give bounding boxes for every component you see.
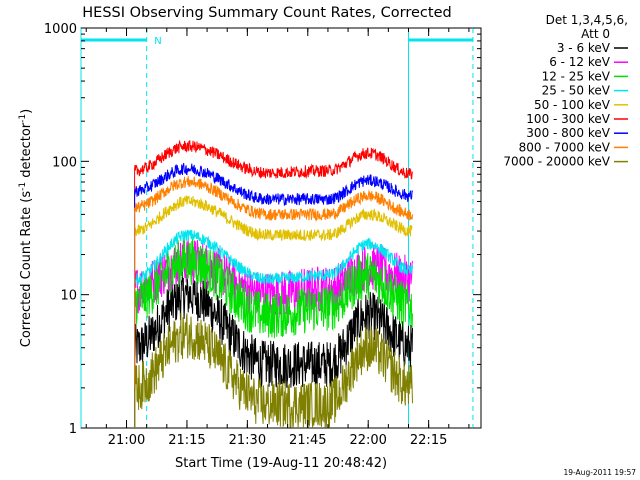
legend-label: 50 - 100 keV xyxy=(534,98,611,112)
series-line xyxy=(134,229,413,428)
series-line xyxy=(134,195,413,428)
x-tick-label: 21:15 xyxy=(168,433,205,448)
legend-label: 25 - 50 keV xyxy=(542,84,611,98)
annotation-n: N xyxy=(154,36,161,47)
legend-label: 7000 - 20000 keV xyxy=(503,155,610,169)
y-tick-label: 10 xyxy=(60,289,77,304)
y-axis: 1 10 100 1000 xyxy=(44,22,481,437)
x-tick-label: 22:15 xyxy=(410,433,447,448)
x-axis-label: Start Time (19-Aug-11 20:48:42) xyxy=(175,456,387,471)
y-axis-label: Corrected Count Rate (s-1 detector-1) xyxy=(18,109,34,347)
series-line xyxy=(134,162,413,428)
legend-header-line2: Att 0 xyxy=(581,27,610,41)
orbit-segments xyxy=(80,28,474,428)
timestamp: 19-Aug-2011 19:57 xyxy=(563,468,636,477)
legend-label: 3 - 6 keV xyxy=(557,41,611,55)
legend-label: 800 - 7000 keV xyxy=(519,140,611,154)
series-lines xyxy=(134,139,413,429)
series-line xyxy=(134,238,413,428)
legend-label: 300 - 800 keV xyxy=(526,126,610,140)
legend-label: 6 - 12 keV xyxy=(549,55,611,69)
series-line xyxy=(134,139,413,428)
legend-label: 100 - 300 keV xyxy=(526,112,610,126)
x-axis: 21:00 21:15 21:30 21:45 22:00 22:15 xyxy=(85,28,470,448)
legend-label: 12 - 25 keV xyxy=(542,69,611,83)
y-tick-label: 1000 xyxy=(44,22,77,37)
chart-title: HESSI Observing Summary Count Rates, Cor… xyxy=(82,5,451,21)
series-line xyxy=(134,312,413,429)
x-tick-label: 21:30 xyxy=(229,433,266,448)
y-tick-label: 100 xyxy=(52,155,77,170)
x-tick-label: 22:00 xyxy=(349,433,386,448)
legend-header-line1: Det 1,3,4,5,6, xyxy=(546,13,628,27)
series-line xyxy=(134,176,413,428)
x-tick-label: 21:45 xyxy=(289,433,326,448)
series-line xyxy=(134,271,413,428)
y-tick-label: 1 xyxy=(69,422,77,437)
x-tick-label: 21:00 xyxy=(108,433,145,448)
